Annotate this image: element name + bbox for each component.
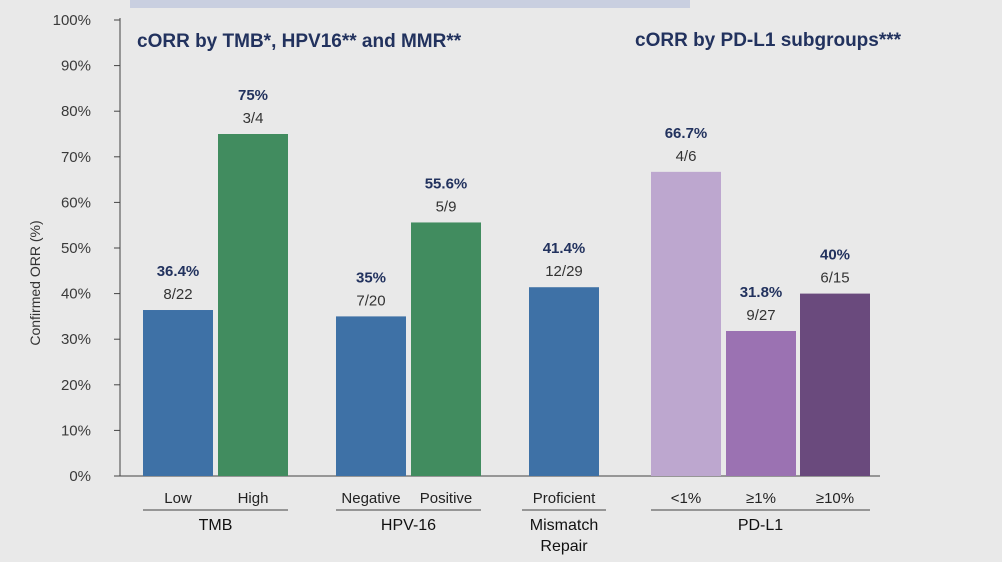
y-tick-label: 70% — [61, 149, 91, 166]
bar-fraction-label: 8/22 — [163, 286, 192, 303]
category-label: High — [238, 490, 269, 507]
bar-percent-label: 35% — [356, 269, 386, 286]
y-tick-label: 100% — [53, 12, 91, 29]
category-label: Low — [164, 490, 192, 507]
bar — [411, 222, 481, 476]
y-tick-label: 80% — [61, 103, 91, 120]
group-label: TMB — [199, 517, 233, 534]
y-tick-label: 90% — [61, 58, 91, 75]
bar — [651, 171, 721, 476]
bar — [529, 287, 599, 476]
y-tick-label: 40% — [61, 286, 91, 303]
category-label: <1% — [671, 490, 701, 507]
bar-percent-label: 41.4% — [543, 240, 586, 257]
category-label: Proficient — [533, 490, 596, 507]
category-label: ≥1% — [746, 490, 776, 507]
group-label: PD-L1 — [738, 517, 783, 534]
top-banner-fragment — [130, 0, 690, 8]
bar-fraction-label: 3/4 — [243, 110, 264, 127]
bar-fraction-label: 5/9 — [436, 198, 457, 215]
y-axis-label: Confirmed ORR (%) — [27, 220, 43, 345]
y-tick-label: 10% — [61, 422, 91, 439]
bar-fraction-label: 12/29 — [545, 263, 583, 280]
bar — [143, 310, 213, 476]
y-tick-label: 50% — [61, 240, 91, 257]
bar-percent-label: 31.8% — [740, 284, 783, 301]
heading-left: cORR by TMB*, HPV16** and MMR** — [137, 31, 462, 52]
bar-percent-label: 55.6% — [425, 175, 468, 192]
bar — [726, 330, 796, 476]
group-label: Repair — [540, 538, 588, 555]
bar-percent-label: 40% — [820, 247, 850, 264]
bar-fraction-label: 7/20 — [356, 292, 385, 309]
bar-percent-label: 75% — [238, 87, 268, 104]
bar-fraction-label: 6/15 — [820, 270, 849, 287]
group-label: Mismatch — [530, 517, 598, 534]
bar-fraction-label: 9/27 — [746, 307, 775, 324]
category-label: Positive — [420, 490, 473, 507]
category-label: ≥10% — [816, 490, 854, 507]
bar — [336, 316, 406, 476]
bar-fraction-label: 4/6 — [676, 148, 697, 165]
bar-percent-label: 36.4% — [157, 263, 200, 280]
bar-percent-label: 66.7% — [665, 125, 708, 142]
group-label: HPV-16 — [381, 517, 436, 534]
y-tick-label: 60% — [61, 194, 91, 211]
category-label: Negative — [341, 490, 400, 507]
bar — [218, 134, 288, 476]
heading-right: cORR by PD-L1 subgroups*** — [635, 30, 902, 51]
bar — [800, 293, 870, 476]
y-tick-label: 0% — [69, 468, 91, 485]
y-tick-label: 20% — [61, 377, 91, 394]
y-tick-label: 30% — [61, 331, 91, 348]
